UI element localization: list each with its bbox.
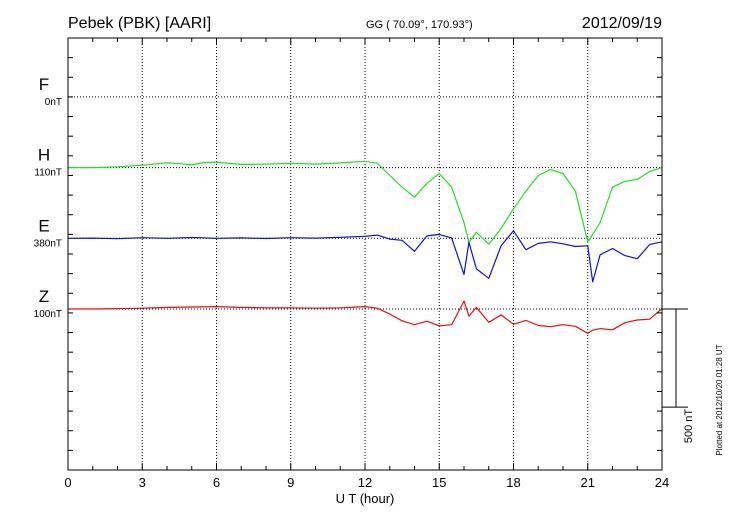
axis-ticks (67, 37, 663, 471)
scale-bar-label: 500 nT (683, 409, 695, 444)
station-title: Pebek (PBK) [AARI] (68, 15, 211, 32)
series-offset-H: 110nT (34, 168, 62, 179)
series-offset-E: 380nT (34, 238, 62, 249)
x-tick-label: 6 (213, 475, 220, 490)
x-tick-labels: 0 3 6 9 12 15 18 21 24 (64, 475, 669, 490)
x-axis-label: U T (hour) (336, 491, 395, 506)
x-tick-label: 3 (139, 475, 146, 490)
x-tick-label: 15 (432, 475, 446, 490)
grid-lines (68, 38, 662, 470)
x-tick-label: 21 (581, 475, 595, 490)
x-tick-label: 24 (655, 475, 669, 490)
series-name-Z: Z (39, 287, 49, 306)
x-tick-label: 0 (64, 475, 71, 490)
plotted-timestamp: Plotted at 2012/10/20 01:28 UT (715, 344, 724, 455)
series-layer (67, 160, 663, 334)
series-name-H: H (38, 146, 50, 165)
date-label: 2012/09/19 (582, 15, 662, 32)
series-line-Z (68, 300, 663, 334)
coordinates-label: GG ( 70.09°, 170.93°) (366, 19, 473, 31)
series-name-F: F (39, 75, 49, 94)
scale-bar: 500 nT (662, 308, 695, 444)
series-line-H (68, 160, 663, 245)
series-name-E: E (38, 216, 49, 235)
series-labels: F 0nT H 110nT E 380nT Z 100nT (34, 75, 62, 320)
x-tick-label: 9 (287, 475, 294, 490)
series-line-E (67, 230, 663, 283)
x-tick-label: 12 (358, 475, 372, 490)
x-tick-label: 18 (506, 475, 520, 490)
series-offset-Z: 100nT (34, 309, 62, 320)
series-offset-F: 0nT (45, 97, 62, 108)
